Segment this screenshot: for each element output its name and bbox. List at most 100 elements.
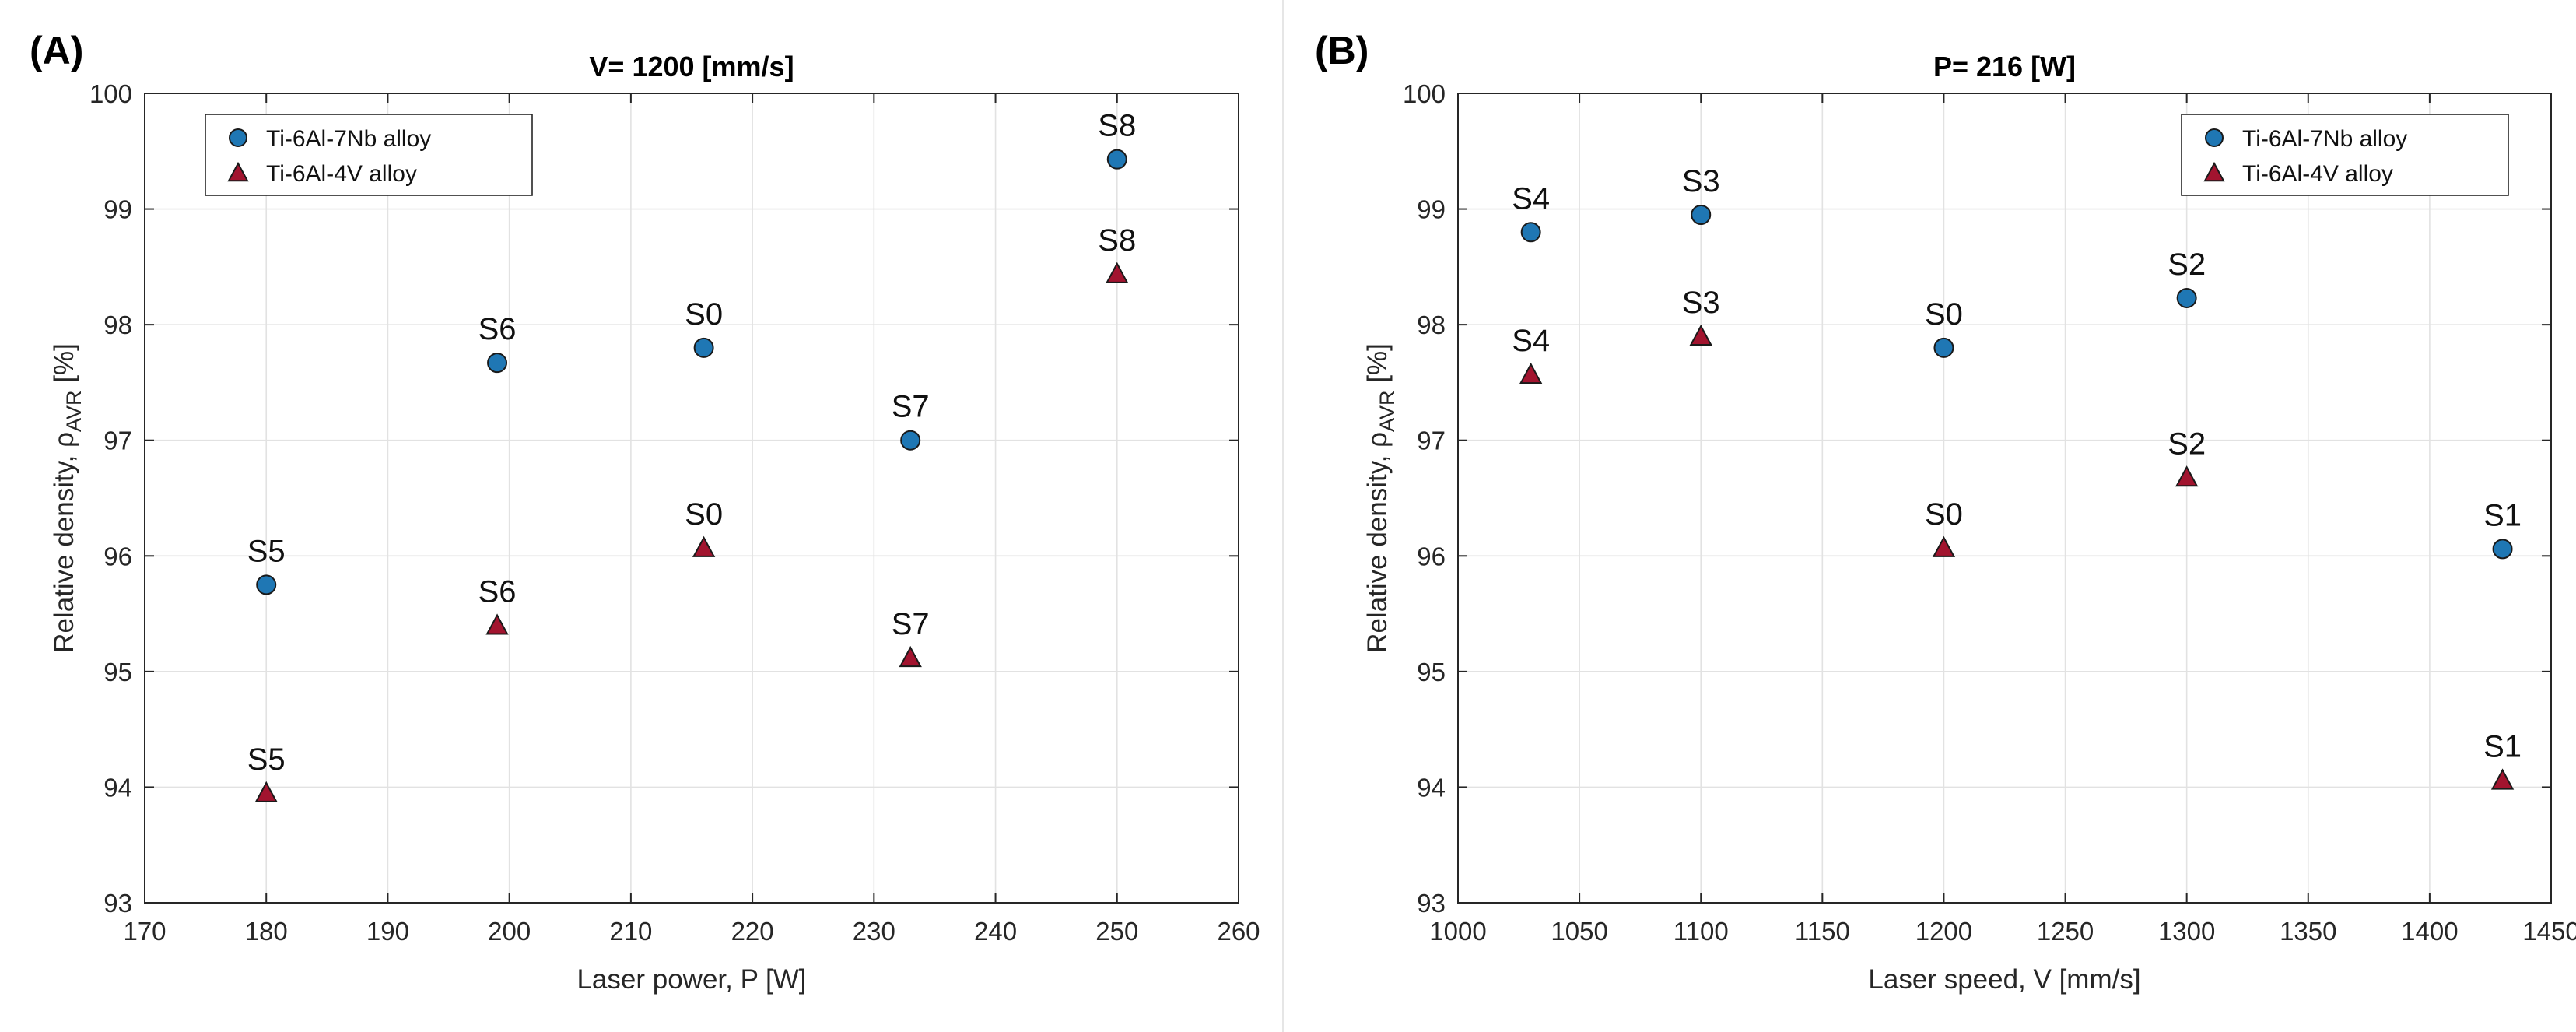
x-tick-label: 1300 [2158, 917, 2215, 946]
data-point-s4-triangle [1519, 362, 1543, 384]
y-tick-label: 98 [1417, 311, 1446, 339]
data-label: S3 [1682, 286, 1720, 320]
x-tick-label: 1200 [1915, 917, 1972, 946]
chart-panel-b: 1000 1050 1100 1150 1200 1250 1300 1350 1400 1450… [1284, 0, 2576, 1032]
data-label: S6 [478, 312, 517, 346]
y-axis-label-subscript: AVR [62, 390, 86, 432]
x-tick-label: 170 [123, 917, 166, 946]
data-label: S0 [1925, 297, 1963, 332]
x-tick-label: 1050 [1551, 917, 1607, 946]
data-label: S0 [1925, 497, 1963, 532]
x-tick-label: 1150 [1795, 917, 1850, 946]
data-point-s3-triangle [1689, 324, 1712, 346]
legend-marker-triangle [227, 161, 249, 182]
y-tick-label: 97 [103, 426, 132, 455]
chart-panel-a: 170 180 190 200 210 220 230 240 250 260 93 94 95 96 97… [0, 0, 1284, 1032]
data-label: S1 [2483, 730, 2522, 764]
data-point-s5-circle [256, 574, 277, 595]
data-label: S0 [685, 297, 723, 332]
data-label: S2 [2168, 247, 2206, 282]
data-label: S3 [1682, 164, 1720, 198]
y-axis-label-unit: [%] [1362, 343, 1393, 390]
data-label: S0 [685, 497, 723, 532]
data-label: S8 [1098, 109, 1136, 143]
x-tick-label: 260 [1217, 917, 1260, 946]
y-tick-label: 100 [1403, 79, 1446, 108]
legend-entry: Ti-6Al-7Nb alloy [266, 126, 431, 152]
y-tick-label: 96 [103, 542, 132, 570]
data-point-s4-circle [1520, 222, 1541, 243]
data-label: S5 [247, 742, 286, 777]
x-axis-label: Laser speed, V [mm/s] [1868, 964, 2140, 995]
x-tick-label: 200 [488, 917, 531, 946]
x-tick-label: 1250 [2037, 917, 2094, 946]
y-tick-label: 97 [1417, 426, 1446, 455]
x-tick-label: 1100 [1674, 917, 1729, 946]
data-point-s2-triangle [2175, 465, 2199, 487]
data-point-s8-triangle [1106, 262, 1129, 283]
data-label: S6 [478, 574, 517, 609]
plot-border [144, 93, 1239, 904]
legend-marker-circle [229, 128, 247, 147]
panel-label: (B) [1315, 29, 1369, 72]
y-tick-label: 95 [103, 658, 132, 686]
y-axis-label: Relative density, ρAVR [%] [49, 343, 86, 653]
data-label: S4 [1512, 324, 1550, 358]
y-tick-label: 93 [103, 889, 132, 918]
data-point-s0-circle [1933, 337, 1954, 358]
legend-entry: Ti-6Al-4V alloy [266, 161, 417, 187]
x-tick-label: 220 [731, 917, 774, 946]
x-axis-label: Laser power, P [W] [577, 964, 806, 995]
x-tick-label: 240 [974, 917, 1017, 946]
panel-label: (A) [30, 29, 83, 72]
x-tick-label: 1450 [2522, 917, 2576, 946]
x-tick-label: 180 [245, 917, 288, 946]
y-axis-label: Relative density, ρAVR [%] [1362, 343, 1399, 653]
data-point-s7-circle [900, 430, 921, 451]
data-point-s6-circle [487, 353, 508, 374]
data-point-s8-circle [1106, 149, 1127, 170]
data-label: S7 [892, 390, 930, 424]
legend-marker-triangle [2203, 161, 2225, 182]
legend-box [205, 114, 533, 196]
x-tick-label: 210 [609, 917, 652, 946]
legend-box [2181, 114, 2509, 196]
legend-entry: Ti-6Al-7Nb alloy [2242, 126, 2407, 152]
data-label: S2 [2168, 426, 2206, 461]
legend-marker-circle [2205, 128, 2224, 147]
y-tick-label: 99 [103, 195, 132, 224]
data-label: S5 [247, 534, 286, 568]
y-tick-label: 99 [1417, 195, 1446, 224]
data-label: S4 [1512, 181, 1550, 216]
y-tick-label: 93 [1417, 889, 1446, 918]
data-label: S7 [892, 607, 930, 641]
chart-b-svg: 1000 1050 1100 1150 1200 1250 1300 1350 1400 1450… [1315, 29, 2576, 995]
y-axis-label-main: Relative density, ρ [49, 432, 79, 653]
y-tick-label: 94 [103, 773, 132, 802]
x-tick-label: 190 [366, 917, 409, 946]
plot-area [144, 93, 1239, 904]
y-tick-label: 100 [89, 79, 132, 108]
y-axis-label-unit: [%] [49, 343, 79, 390]
y-tick-label: 94 [1417, 773, 1446, 802]
data-point-s0-triangle [692, 535, 716, 557]
chart-title: P= 216 [W] [1933, 51, 2076, 82]
data-point-s1-triangle [2490, 768, 2515, 790]
data-point-s0-triangle [1932, 535, 1956, 557]
data-label: S1 [2483, 498, 2522, 532]
plot-border [1457, 93, 2552, 904]
y-tick-label: 98 [103, 311, 132, 339]
x-tick-label: 1350 [2280, 917, 2336, 946]
chart-a-svg: 170 180 190 200 210 220 230 240 250 260 93 94 95 96 97… [30, 29, 1260, 995]
y-axis-label-main: Relative density, ρ [1362, 432, 1393, 653]
x-tick-label: 230 [853, 917, 895, 946]
chart-title: V= 1200 [mm/s] [589, 51, 794, 82]
data-point-s3-circle [1691, 205, 1712, 225]
data-point-s5-triangle [254, 781, 278, 802]
legend-entry: Ti-6Al-4V alloy [2242, 161, 2393, 187]
plot-area [1457, 93, 2552, 904]
data-point-s0-circle [693, 337, 714, 358]
data-label: S8 [1098, 223, 1136, 258]
y-tick-label: 95 [1417, 658, 1446, 686]
data-point-s6-triangle [485, 613, 509, 635]
